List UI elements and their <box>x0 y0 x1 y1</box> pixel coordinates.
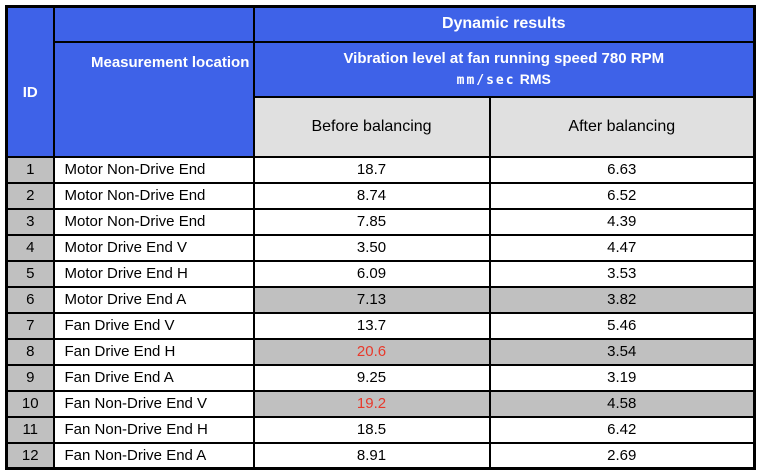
row-location-cell: Fan Non-Drive End H <box>52 415 255 444</box>
row-location-cell: Fan Non-Drive End V <box>52 389 255 418</box>
row-location-cell: Motor Drive End H <box>52 259 255 288</box>
vibration-unit: mm/sec <box>456 72 516 88</box>
row-after-value-cell: 6.52 <box>488 181 756 210</box>
table-header: ID Dynamic results Measurement location … <box>5 5 756 158</box>
table-row: 9 Fan Drive End A 9.25 3.19 <box>5 363 756 392</box>
row-before-value-cell: 18.7 <box>252 155 491 184</box>
table-row: 2 Motor Non-Drive End 8.74 6.52 <box>5 181 756 210</box>
row-id-cell: 7 <box>5 311 55 340</box>
row-location-cell: Motor Drive End V <box>52 233 255 262</box>
row-id-cell: 9 <box>5 363 55 392</box>
row-location-cell: Motor Non-Drive End <box>52 155 255 184</box>
row-id-cell: 2 <box>5 181 55 210</box>
row-id-cell: 5 <box>5 259 55 288</box>
row-after-value-cell: 2.69 <box>488 441 756 470</box>
row-after-value-cell: 3.53 <box>488 259 756 288</box>
row-after-value-cell: 4.47 <box>488 233 756 262</box>
col-header-measurement-location: Measurement location <box>52 40 255 158</box>
row-after-value-cell: 4.39 <box>488 207 756 236</box>
row-id-cell: 10 <box>5 389 55 418</box>
col-header-before-balancing: Before balancing <box>252 95 491 158</box>
row-id-cell: 1 <box>5 155 55 184</box>
row-before-value-cell: 7.13 <box>252 285 491 314</box>
row-location-cell: Fan Drive End H <box>52 337 255 366</box>
row-location-cell: Fan Non-Drive End A <box>52 441 255 470</box>
table-row: 8 Fan Drive End H 20.6 3.54 <box>5 337 756 366</box>
row-after-value-cell: 3.19 <box>488 363 756 392</box>
vibration-unit-suffix: RMS <box>519 70 551 87</box>
row-after-value-cell: 3.82 <box>488 285 756 314</box>
row-before-value-cell: 18.5 <box>252 415 491 444</box>
header-row-2: Measurement location Vibration level at … <box>7 40 756 158</box>
row-location-cell: Motor Non-Drive End <box>52 207 255 236</box>
row-id-cell: 6 <box>5 285 55 314</box>
table-row: 3 Motor Non-Drive End 7.85 4.39 <box>5 207 756 236</box>
row-before-value-cell: 19.2 <box>252 389 491 418</box>
row-location-cell: Motor Drive End A <box>52 285 255 314</box>
row-id-cell: 4 <box>5 233 55 262</box>
header-vibration-level: Vibration level at fan running speed 780… <box>252 40 756 98</box>
row-id-cell: 11 <box>5 415 55 444</box>
row-before-value-cell: 9.25 <box>252 363 491 392</box>
vibration-unit-line: mm/sec RMS <box>256 69 753 91</box>
header-row-3: Before balancing After balancing <box>7 95 756 158</box>
row-after-value-cell: 6.63 <box>488 155 756 184</box>
table-row: 11 Fan Non-Drive End H 18.5 6.42 <box>5 415 756 444</box>
table-row: 1 Motor Non-Drive End 18.7 6.63 <box>5 155 756 184</box>
header-spacer-cell <box>52 5 255 43</box>
row-after-value-cell: 4.58 <box>488 389 756 418</box>
row-id-cell: 12 <box>5 441 55 470</box>
row-after-value-cell: 3.54 <box>488 337 756 366</box>
table-row: 10 Fan Non-Drive End V 19.2 4.58 <box>5 389 756 418</box>
table-row: 7 Fan Drive End V 13.7 5.46 <box>5 311 756 340</box>
row-after-value-cell: 6.42 <box>488 415 756 444</box>
row-before-value-cell: 7.85 <box>252 207 491 236</box>
measurement-location-label: Measurement location <box>91 53 250 71</box>
dynamic-results-table: ID Dynamic results Measurement location … <box>5 5 757 470</box>
row-location-cell: Motor Non-Drive End <box>52 181 255 210</box>
col-header-after-balancing: After balancing <box>488 95 756 158</box>
row-id-cell: 3 <box>5 207 55 236</box>
row-before-value-cell: 8.74 <box>252 181 491 210</box>
row-location-cell: Fan Drive End A <box>52 363 255 392</box>
row-before-value-cell: 13.7 <box>252 311 491 340</box>
col-header-id: ID <box>5 5 55 158</box>
table-row: 6 Motor Drive End A 7.13 3.82 <box>5 285 756 314</box>
header-row-1: ID Dynamic results <box>5 5 756 158</box>
table-row: 12 Fan Non-Drive End A 8.91 2.69 <box>5 441 756 470</box>
table-row: 4 Motor Drive End V 3.50 4.47 <box>5 233 756 262</box>
table-row: 5 Motor Drive End H 6.09 3.53 <box>5 259 756 288</box>
row-after-value-cell: 5.46 <box>488 311 756 340</box>
row-before-value-cell: 8.91 <box>252 441 491 470</box>
row-location-cell: Fan Drive End V <box>52 311 255 340</box>
row-id-cell: 8 <box>5 337 55 366</box>
row-before-value-cell: 3.50 <box>252 233 491 262</box>
header-dynamic-results: Dynamic results <box>252 5 756 43</box>
row-before-value-cell: 6.09 <box>252 259 491 288</box>
row-before-value-cell: 20.6 <box>252 337 491 366</box>
vibration-level-line: Vibration level at fan running speed 780… <box>343 49 665 67</box>
table-body: 1 Motor Non-Drive End 18.7 6.63 2 Motor Non-D… <box>5 155 756 470</box>
